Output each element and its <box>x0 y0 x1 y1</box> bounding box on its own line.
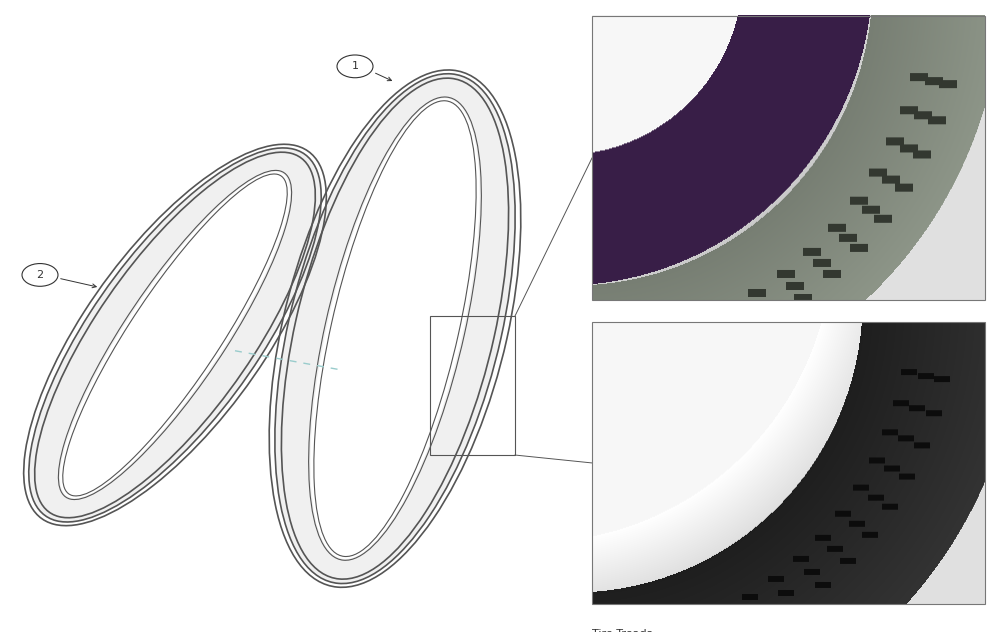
Bar <box>430 316 515 455</box>
Bar <box>592 322 985 604</box>
Text: 1: 1 <box>352 61 358 71</box>
Bar <box>592 16 985 300</box>
Text: Tire Treads: Tire Treads <box>592 629 652 632</box>
Ellipse shape <box>60 171 290 499</box>
Ellipse shape <box>30 149 320 521</box>
Text: 2: 2 <box>36 270 44 280</box>
Ellipse shape <box>310 98 480 559</box>
Ellipse shape <box>276 75 514 583</box>
